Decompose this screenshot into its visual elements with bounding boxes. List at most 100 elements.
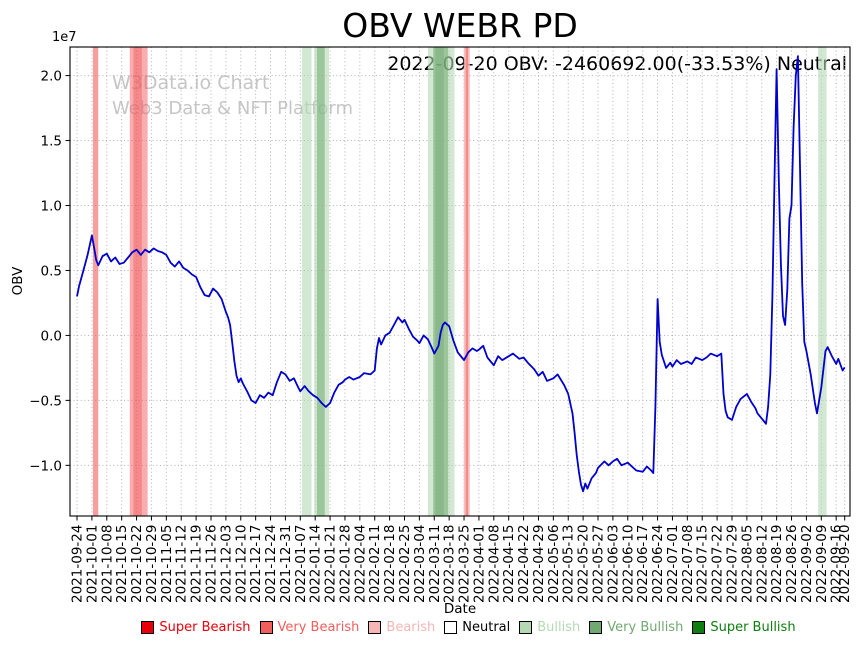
legend-label: Super Bullish [710, 620, 796, 635]
svg-text:2022-05-20: 2022-05-20 [576, 525, 592, 603]
legend-swatch [368, 621, 382, 634]
svg-text:2021-12-10: 2021-12-10 [233, 525, 249, 603]
svg-text:2022-02-04: 2022-02-04 [352, 525, 368, 603]
axes-frame [69, 46, 851, 517]
svg-text:2021-10-08: 2021-10-08 [99, 525, 115, 603]
svg-text:2022-01-07: 2022-01-07 [293, 525, 309, 603]
watermark-line1: W3Data.io Chart [112, 72, 270, 94]
svg-text:2022-07-22: 2022-07-22 [710, 525, 726, 603]
svg-text:2022-04-29: 2022-04-29 [531, 525, 547, 603]
svg-text:2022-06-03: 2022-06-03 [605, 525, 621, 603]
band-very_bullish [435, 47, 444, 516]
svg-text:2022-06-10: 2022-06-10 [620, 525, 636, 603]
svg-text:2021-11-19: 2021-11-19 [189, 525, 205, 603]
svg-text:2.0: 2.0 [41, 69, 62, 85]
legend-item-very-bullish: Very Bullish [589, 620, 683, 635]
signal-bands [92, 47, 827, 516]
legend-label: Neutral [462, 620, 511, 635]
svg-text:2021-10-29: 2021-10-29 [144, 525, 160, 603]
y-axis-offset-label: 1e7 [52, 30, 77, 45]
band-very_bullish [316, 47, 325, 516]
band-bullish [302, 47, 312, 516]
svg-text:2021-12-03: 2021-12-03 [218, 525, 234, 603]
y-tick-labels: 2.0 1.5 1.0 0.5 0.0 −0.5 −1.0 [29, 69, 70, 474]
svg-text:2021-10-01: 2021-10-01 [84, 525, 100, 603]
svg-text:2022-08-26: 2022-08-26 [784, 525, 800, 603]
svg-text:2022-03-18: 2022-03-18 [442, 525, 458, 603]
svg-text:2022-03-25: 2022-03-25 [457, 525, 473, 603]
svg-text:1.0: 1.0 [41, 198, 62, 214]
svg-text:2022-08-19: 2022-08-19 [769, 525, 785, 603]
svg-text:1.5: 1.5 [41, 134, 62, 150]
x-axis-title: Date [443, 601, 477, 617]
svg-text:2022-02-18: 2022-02-18 [382, 525, 398, 603]
band-very_bullish [433, 47, 449, 516]
band-very_bearish [133, 47, 142, 516]
svg-text:2022-07-01: 2022-07-01 [665, 525, 681, 603]
svg-text:2022-04-08: 2022-04-08 [486, 525, 502, 603]
svg-text:2021-12-17: 2021-12-17 [248, 525, 264, 603]
svg-text:2022-08-12: 2022-08-12 [754, 525, 770, 603]
band-very_bearish [129, 47, 148, 516]
svg-text:2022-09-16: 2022-09-16 [829, 525, 845, 603]
band-very_bearish [92, 47, 99, 516]
legend-swatch [519, 621, 533, 634]
svg-text:2022-02-11: 2022-02-11 [367, 525, 383, 603]
svg-text:0.5: 0.5 [41, 263, 62, 279]
svg-text:2022-06-17: 2022-06-17 [635, 525, 651, 603]
svg-text:2022-02-25: 2022-02-25 [397, 525, 413, 603]
svg-text:2022-01-28: 2022-01-28 [337, 525, 353, 603]
svg-text:2021-10-22: 2021-10-22 [129, 525, 145, 603]
svg-text:2022-04-22: 2022-04-22 [516, 525, 532, 603]
legend-swatch [444, 621, 458, 634]
legend-label: Bullish [537, 620, 581, 635]
svg-text:2022-07-29: 2022-07-29 [724, 525, 740, 603]
svg-text:−1.0: −1.0 [29, 458, 62, 474]
svg-text:2022-09-09: 2022-09-09 [814, 525, 830, 603]
x-tick-labels: 2021-09-242021-10-012021-10-082021-10-15… [70, 516, 853, 603]
svg-text:2021-12-24: 2021-12-24 [263, 525, 279, 603]
gridlines [70, 47, 850, 516]
legend: Super Bearish Very Bearish Bearish Neutral B… [70, 620, 867, 635]
svg-text:2022-01-21: 2022-01-21 [323, 525, 339, 603]
watermark: W3Data.io Chart Web3 Data & NFT Platform [112, 71, 353, 121]
band-very_bearish [465, 47, 469, 516]
svg-text:2021-09-24: 2021-09-24 [70, 525, 86, 603]
svg-text:2022-03-04: 2022-03-04 [412, 525, 428, 603]
legend-swatch [692, 621, 706, 634]
svg-text:−0.5: −0.5 [29, 393, 62, 409]
svg-text:2021-11-12: 2021-11-12 [174, 525, 190, 603]
svg-text:2022-06-24: 2022-06-24 [650, 525, 666, 603]
legend-item-super-bearish: Super Bearish [141, 620, 251, 635]
svg-text:2022-07-08: 2022-07-08 [680, 525, 696, 603]
legend-item-super-bullish: Super Bullish [692, 620, 796, 635]
band-bullish [818, 47, 827, 516]
legend-swatch [141, 621, 155, 634]
legend-label: Very Bullish [607, 620, 684, 635]
svg-text:2022-04-01: 2022-04-01 [471, 525, 487, 603]
svg-text:2022-07-15: 2022-07-15 [695, 525, 711, 603]
legend-item-neutral: Neutral [444, 620, 510, 635]
svg-text:2022-05-27: 2022-05-27 [591, 525, 607, 603]
svg-text:2022-03-11: 2022-03-11 [427, 525, 443, 603]
svg-text:0.0: 0.0 [41, 328, 62, 344]
svg-text:2021-11-26: 2021-11-26 [203, 525, 219, 603]
legend-item-very-bearish: Very Bearish [259, 620, 360, 635]
legend-swatch [589, 621, 603, 634]
legend-label: Bearish [386, 620, 436, 635]
svg-text:2022-09-20: 2022-09-20 [837, 525, 853, 603]
legend-item-bearish: Bearish [368, 620, 435, 635]
svg-text:2022-04-15: 2022-04-15 [501, 525, 517, 603]
svg-text:2022-01-14: 2022-01-14 [308, 525, 324, 603]
legend-swatch [259, 621, 273, 634]
svg-text:2022-05-06: 2022-05-06 [546, 525, 562, 603]
chart-title: OBV WEBR PD [342, 6, 578, 45]
svg-text:2021-11-05: 2021-11-05 [159, 525, 175, 603]
svg-text:2022-05-13: 2022-05-13 [561, 525, 577, 603]
legend-label: Very Bearish [277, 620, 360, 635]
legend-item-bullish: Bullish [519, 620, 580, 635]
obv-line [76, 55, 846, 493]
svg-text:2021-12-31: 2021-12-31 [278, 525, 294, 603]
svg-text:2022-08-05: 2022-08-05 [739, 525, 755, 603]
